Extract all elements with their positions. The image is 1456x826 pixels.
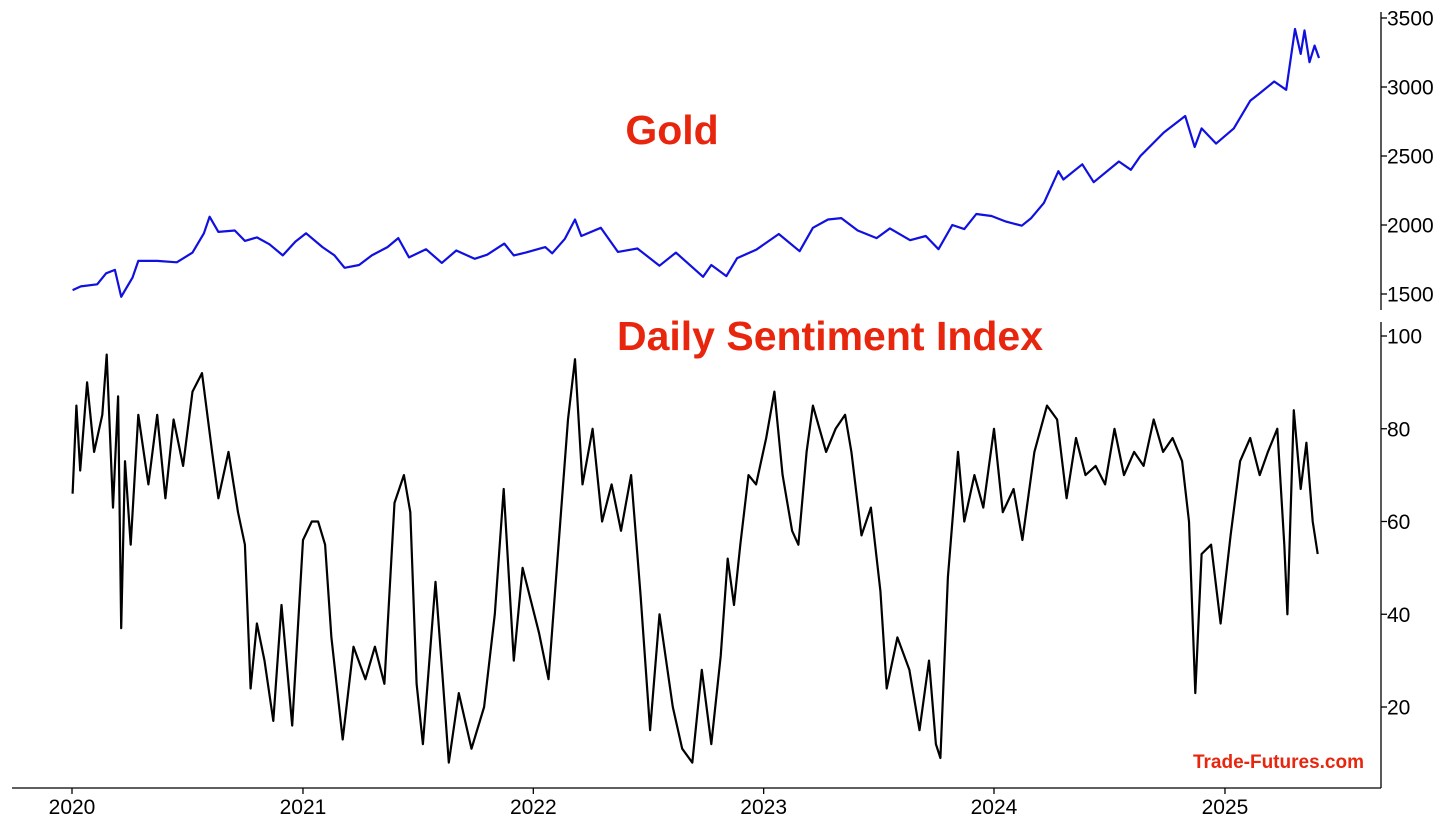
x-tick-label: 2023	[740, 796, 787, 819]
gold-y-tick-label: 3500	[1387, 8, 1434, 31]
x-tick-label: 2022	[510, 796, 557, 819]
dsi-y-ticks: 20 40 60 80 100	[1381, 326, 1422, 720]
x-tick-label: 2021	[280, 796, 327, 819]
x-tick-label: 2024	[971, 796, 1018, 819]
gold-y-ticks: 1500 2000 2500 3000 3500	[1381, 8, 1434, 307]
gold-y-tick-label: 2000	[1387, 215, 1434, 238]
gold-y-tick-label: 2500	[1387, 146, 1434, 169]
dsi-title: Daily Sentiment Index	[617, 313, 1043, 359]
dsi-line	[71, 353, 1319, 764]
dsi-y-tick-label: 100	[1387, 326, 1422, 349]
dsi-y-tick-label: 20	[1387, 697, 1410, 720]
x-tick-label: 2020	[49, 796, 96, 819]
gold-panel: 1500 2000 2500 3000 3500 Gold	[72, 8, 1434, 310]
dsi-y-tick-label: 40	[1387, 604, 1410, 627]
dsi-panel: 20 40 60 80 100 Daily Sentiment Index	[71, 313, 1422, 788]
dsi-y-tick-label: 80	[1387, 418, 1410, 441]
gold-price-line	[72, 27, 1321, 298]
gold-title: Gold	[625, 107, 718, 153]
gold-y-tick-label: 3000	[1387, 77, 1434, 100]
gold-y-tick-label: 1500	[1387, 284, 1434, 307]
x-ticks: 2020 2021 2022 2023 2024 2025	[49, 788, 1249, 819]
x-tick-label: 2025	[1202, 796, 1249, 819]
watermark: Trade-Futures.com	[1193, 752, 1364, 773]
dsi-y-tick-label: 60	[1387, 511, 1410, 534]
